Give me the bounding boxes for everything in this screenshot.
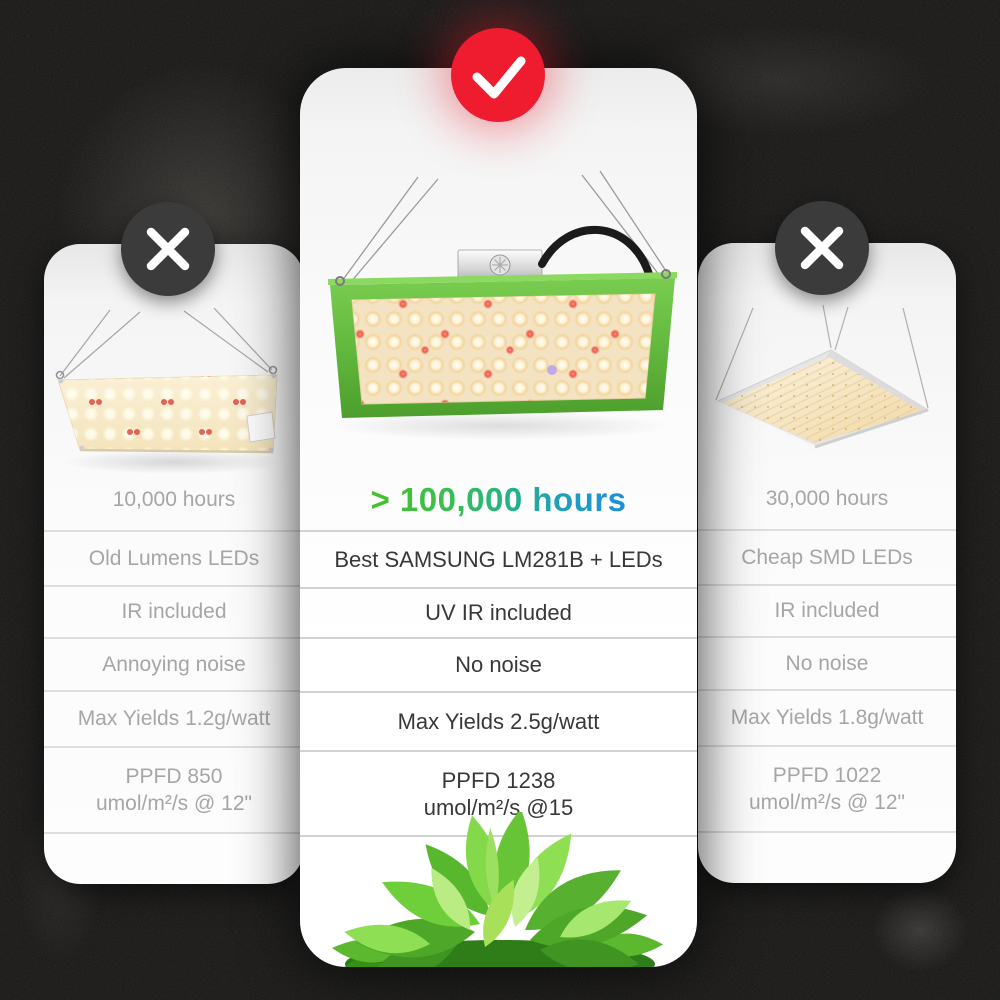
row-yields: Max Yields 2.5g/watt xyxy=(300,693,697,752)
card-old-lumens: 10,000 hours Old Lumens LEDs IR included… xyxy=(44,244,304,884)
pothos-plant-image xyxy=(330,812,664,967)
row-lifespan: > 100,000 hours xyxy=(300,470,697,532)
row-uv-ir: UV IR included xyxy=(300,589,697,639)
row-uv-ir: IR included xyxy=(698,586,956,638)
row-noise: Annoying noise xyxy=(44,639,304,692)
lifespan-value: 10,000 hours xyxy=(112,488,236,511)
row-lifespan: 10,000 hours xyxy=(44,470,304,532)
row-led-type: Old Lumens LEDs xyxy=(44,532,304,587)
row-noise: No noise xyxy=(698,638,956,691)
ppfd-value-line2: umol/m²/s @ 12" xyxy=(749,791,905,814)
row-uv-ir: IR included xyxy=(44,587,304,639)
row-led-type: Cheap SMD LEDs xyxy=(698,531,956,586)
yields-value: Max Yields 1.2g/watt xyxy=(77,707,271,730)
x-badge-right xyxy=(775,201,869,295)
ppfd-value-line2: umol/m²/s @ 12" xyxy=(96,792,252,815)
check-icon xyxy=(472,56,526,99)
card-cheap-smd: 30,000 hours Cheap SMD LEDs IR included … xyxy=(698,243,956,883)
row-lifespan: 30,000 hours xyxy=(698,469,956,531)
center-spec-table: > 100,000 hours Best SAMSUNG LM281B + LE… xyxy=(300,470,697,837)
row-led-type: Best SAMSUNG LM281B + LEDs xyxy=(300,532,697,589)
led-type-value: Cheap SMD LEDs xyxy=(741,545,913,569)
row-yields: Max Yields 1.2g/watt xyxy=(44,692,304,748)
ppfd-value-line1: PPFD 1238 xyxy=(441,767,556,793)
row-noise: No noise xyxy=(300,639,697,693)
ppfd-value-line1: PPFD 850 xyxy=(125,765,223,788)
old-lumens-led-panel-image xyxy=(55,307,284,474)
right-spec-table: 30,000 hours Cheap SMD LEDs IR included … xyxy=(698,469,956,833)
uv-ir-value: UV IR included xyxy=(425,600,572,625)
row-ppfd: PPFD 850 umol/m²/s @ 12" xyxy=(44,748,304,834)
yields-value: Max Yields 1.8g/watt xyxy=(730,706,924,729)
row-ppfd: PPFD 1238 umol/m²/s @15 xyxy=(300,752,697,837)
row-ppfd: PPFD 1022 umol/m²/s @ 12" xyxy=(698,747,956,833)
x-badge-left xyxy=(121,202,215,296)
left-spec-table: 10,000 hours Old Lumens LEDs IR included… xyxy=(44,470,304,834)
noise-value: Annoying noise xyxy=(102,652,246,676)
lifespan-highlight-value: > 100,000 hours xyxy=(370,481,627,518)
x-icon xyxy=(800,226,844,270)
led-type-value: Best SAMSUNG LM281B + LEDs xyxy=(334,546,663,572)
uv-ir-value: IR included xyxy=(774,599,880,622)
x-icon xyxy=(146,227,190,271)
ppfd-value-line2: umol/m²/s @15 xyxy=(423,794,574,820)
lifespan-value: 30,000 hours xyxy=(765,487,889,510)
row-yields: Max Yields 1.8g/watt xyxy=(698,691,956,747)
samsung-lm281b-led-panel-image xyxy=(327,170,678,440)
cheap-smd-led-panel-image xyxy=(714,304,930,449)
ppfd-value-line1: PPFD 1022 xyxy=(772,764,882,787)
noise-value: No noise xyxy=(455,652,542,677)
led-type-value: Old Lumens LEDs xyxy=(88,546,260,570)
yields-value: Max Yields 2.5g/watt xyxy=(397,708,600,734)
check-badge xyxy=(451,28,545,122)
noise-value: No noise xyxy=(785,651,869,675)
uv-ir-value: IR included xyxy=(121,600,227,623)
card-recommended: > 100,000 hours Best SAMSUNG LM281B + LE… xyxy=(300,68,697,967)
